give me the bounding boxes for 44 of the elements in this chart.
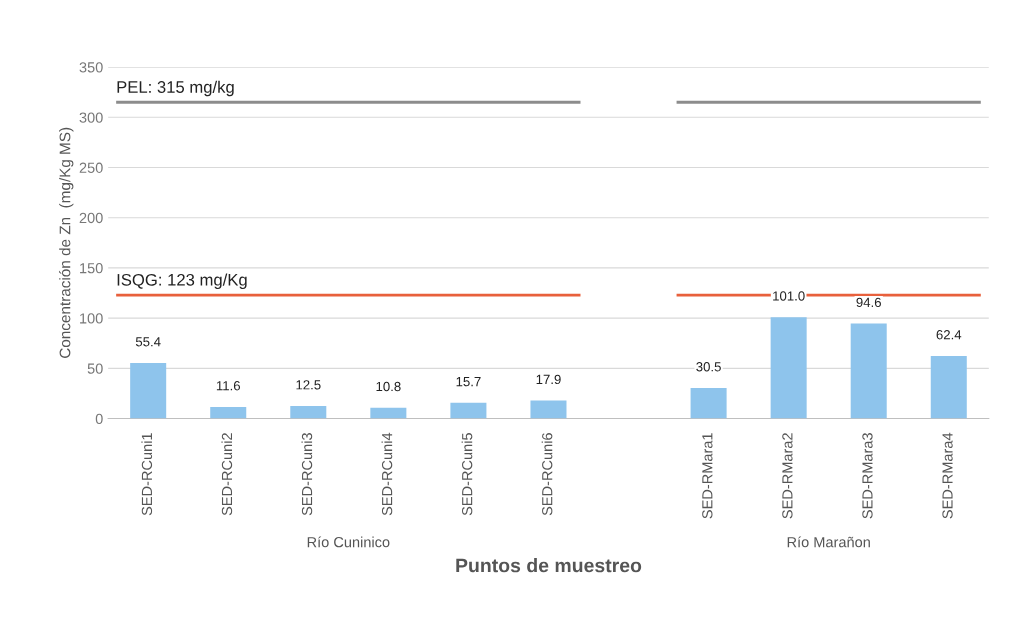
bar [130, 362, 167, 419]
data-label: 94.6 [856, 297, 881, 308]
ref-line-label: ISQG: 123 mg/Kg [117, 273, 247, 290]
bar [290, 405, 327, 419]
bar [530, 400, 567, 419]
bar [770, 317, 807, 419]
y-axis-title: Concentración de Zn (mg/Kg MS) [58, 127, 74, 358]
x-tick-label: SED-RCuni2 [221, 433, 233, 516]
x-tick-label: SED-RMara4 [942, 432, 953, 519]
ref-line-label: PEL: 315 mg/kg [117, 80, 234, 97]
x-tick-label: SED-RCuni3 [301, 433, 313, 516]
x-tick-label: SED-RCuni4 [381, 432, 393, 516]
y-tick-label: 250 [79, 162, 103, 173]
y-tick-label: 0 [95, 413, 103, 424]
data-label: 12.5 [296, 380, 321, 390]
bar [850, 323, 887, 419]
y-tick-label: 350 [79, 62, 103, 73]
y-tick-label: 300 [79, 112, 103, 123]
x-tick-label: SED-RCuni5 [461, 433, 473, 516]
y-tick-label: 100 [80, 313, 103, 324]
bar [930, 355, 967, 419]
data-label: 11.6 [216, 381, 241, 391]
text: Río Marañon [787, 536, 870, 548]
data-label: 15.7 [456, 377, 481, 387]
x-axis-title: Puntos de muestreo [456, 558, 642, 573]
y-tick-label: 50 [87, 363, 103, 374]
x-tick-label: SED-RMara1 [702, 433, 713, 519]
text: Río Cuninico [307, 536, 390, 548]
x-tick-label: SED-RMara3 [862, 433, 873, 519]
bar [450, 402, 487, 419]
x-tick-label: SED-RMara2 [782, 433, 793, 519]
data-label: 30.5 [696, 362, 721, 372]
data-label: 62.4 [936, 330, 962, 340]
data-label: 17.9 [536, 374, 561, 385]
bar [210, 406, 247, 419]
y-tick-label: 200 [79, 212, 103, 224]
bar [370, 407, 407, 419]
data-label: 101.0 [773, 291, 805, 301]
x-tick-label: SED-RCuni6 [541, 433, 553, 516]
data-label: 55.4 [135, 337, 161, 347]
y-tick-label: 150 [80, 263, 103, 274]
data-label: 10.8 [376, 381, 401, 392]
bar [690, 387, 727, 419]
x-tick-label: SED-RCuni1 [141, 433, 153, 516]
